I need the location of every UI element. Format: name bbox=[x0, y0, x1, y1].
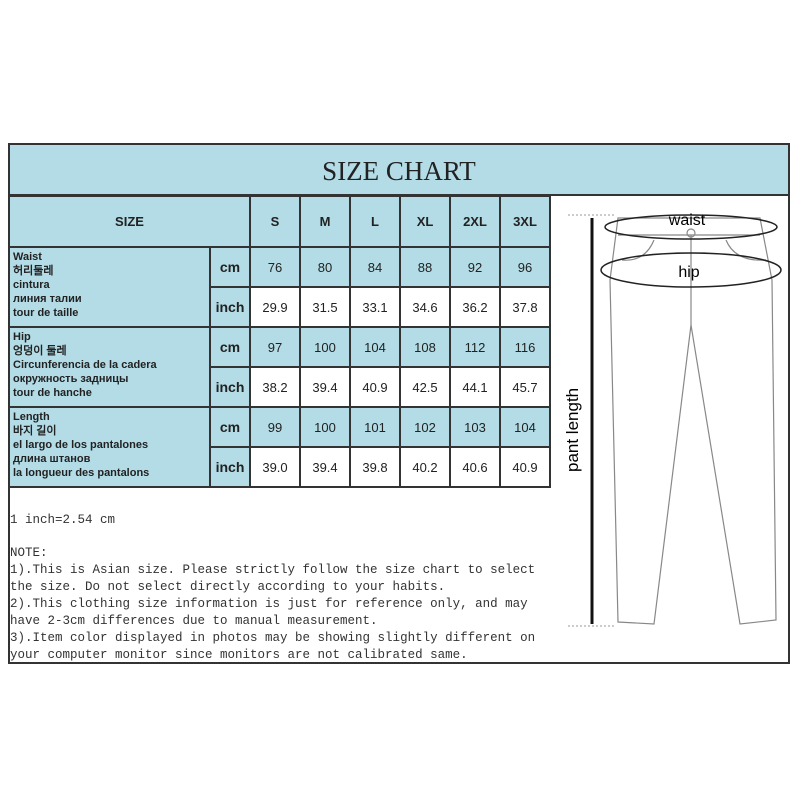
waist-measure-loop bbox=[604, 214, 778, 240]
label-line: линия талии bbox=[13, 293, 82, 305]
pants-diagram: waist hip pant length bbox=[563, 212, 782, 627]
pants-outline-icon bbox=[609, 217, 777, 625]
value-cell: 40.6 bbox=[449, 446, 501, 488]
label-line: tour de hanche bbox=[13, 387, 92, 399]
value-cell: 100 bbox=[299, 326, 351, 368]
table-row-inch: inch 39.0 39.4 39.8 40.2 40.6 40.9 bbox=[9, 446, 551, 488]
label-line: Circunferencia de la cadera bbox=[13, 359, 157, 371]
label-line: el largo de los pantalones bbox=[13, 439, 149, 451]
value-cell: 88 bbox=[399, 246, 451, 288]
value-cell: 29.9 bbox=[249, 286, 301, 328]
value-cell: 103 bbox=[449, 406, 501, 448]
unit-label: cm bbox=[209, 406, 251, 448]
value-cell: 39.8 bbox=[349, 446, 401, 488]
table-row-inch: inch 38.2 39.4 40.9 42.5 44.1 45.7 bbox=[9, 366, 551, 408]
label-line: Waist bbox=[13, 251, 42, 263]
table-row-cm: Waist 허리둘레 cintura линия талии tour de taill… bbox=[8, 246, 551, 328]
chart-title: SIZE CHART bbox=[8, 143, 790, 196]
value-cell: 40.9 bbox=[499, 446, 551, 488]
unit-label: cm bbox=[209, 326, 251, 368]
size-xl: XL bbox=[399, 195, 451, 248]
value-cell: 34.6 bbox=[399, 286, 451, 328]
value-cell: 96 bbox=[499, 246, 551, 288]
note-line: the size. Do not select directly accordi… bbox=[10, 580, 446, 594]
table-row-cm: Length 바지 길이 el largo de los pantalones дли… bbox=[8, 406, 551, 488]
value-cell: 80 bbox=[299, 246, 351, 288]
value-cell: 31.5 bbox=[299, 286, 351, 328]
value-cell: 92 bbox=[449, 246, 501, 288]
hip-measure-loop bbox=[600, 252, 782, 288]
label-line: длина штанов bbox=[13, 453, 91, 465]
note-line: 3).Item color displayed in photos may be… bbox=[10, 631, 536, 645]
value-cell: 100 bbox=[299, 406, 351, 448]
label-line: tour de taille bbox=[13, 307, 79, 319]
measurement-label: Waist 허리둘레 cintura линия талии tour de taill… bbox=[8, 246, 211, 328]
value-cell: 102 bbox=[399, 406, 451, 448]
label-line: 바지 길이 bbox=[13, 425, 57, 437]
value-cell: 104 bbox=[349, 326, 401, 368]
value-cell: 33.1 bbox=[349, 286, 401, 328]
note-line: 1).This is Asian size. Please strictly f… bbox=[10, 563, 536, 577]
label-line: окружность задницы bbox=[13, 373, 129, 385]
size-table: SIZE S M L XL 2XL 3XL Waist 허리둘레 cintura ли… bbox=[8, 195, 551, 488]
note-line: have 2-3cm differences due to manual mea… bbox=[10, 614, 378, 628]
value-cell: 39.4 bbox=[299, 366, 351, 408]
value-cell: 99 bbox=[249, 406, 301, 448]
note-line: 2).This clothing size information is jus… bbox=[10, 597, 528, 611]
unit-label: cm bbox=[209, 246, 251, 288]
size-header: SIZE bbox=[8, 195, 251, 248]
label-line: 엉덩이 둘레 bbox=[13, 345, 67, 357]
value-cell: 40.2 bbox=[399, 446, 451, 488]
value-cell: 76 bbox=[249, 246, 301, 288]
label-line: Hip bbox=[13, 331, 31, 343]
hip-label: hip bbox=[678, 264, 699, 281]
label-line: 허리둘레 bbox=[13, 265, 54, 277]
value-cell: 84 bbox=[349, 246, 401, 288]
value-cell: 97 bbox=[249, 326, 301, 368]
notes-heading: NOTE: bbox=[10, 546, 48, 560]
size-2xl: 2XL bbox=[449, 195, 501, 248]
value-cell: 108 bbox=[399, 326, 451, 368]
conversion-note: 1 inch=2.54 cm bbox=[10, 513, 116, 527]
length-label: pant length bbox=[563, 388, 582, 472]
label-line: cintura bbox=[13, 279, 50, 291]
table-row-inch: inch 29.9 31.5 33.1 34.6 36.2 37.8 bbox=[9, 286, 551, 328]
size-m: M bbox=[299, 195, 351, 248]
value-cell: 39.4 bbox=[299, 446, 351, 488]
value-cell: 101 bbox=[349, 406, 401, 448]
value-cell: 116 bbox=[499, 326, 551, 368]
value-cell: 112 bbox=[449, 326, 501, 368]
unit-label: inch bbox=[209, 366, 251, 408]
value-cell: 39.0 bbox=[249, 446, 301, 488]
value-cell: 37.8 bbox=[499, 286, 551, 328]
table-row-cm: Hip 엉덩이 둘레 Circunferencia de la cadera окру… bbox=[8, 326, 551, 408]
value-cell: 44.1 bbox=[449, 366, 501, 408]
unit-label: inch bbox=[209, 286, 251, 328]
waist-label: waist bbox=[668, 212, 706, 229]
value-cell: 45.7 bbox=[499, 366, 551, 408]
label-line: la longueur des pantalons bbox=[13, 467, 150, 479]
label-line: Length bbox=[13, 411, 50, 423]
value-cell: 38.2 bbox=[249, 366, 301, 408]
value-cell: 42.5 bbox=[399, 366, 451, 408]
size-3xl: 3XL bbox=[499, 195, 551, 248]
measurement-label: Hip 엉덩이 둘레 Circunferencia de la cadera окру… bbox=[8, 326, 211, 408]
value-cell: 104 bbox=[499, 406, 551, 448]
size-s: S bbox=[249, 195, 301, 248]
value-cell: 36.2 bbox=[449, 286, 501, 328]
measurement-label: Length 바지 길이 el largo de los pantalones дли… bbox=[8, 406, 211, 488]
size-l: L bbox=[349, 195, 401, 248]
unit-label: inch bbox=[209, 446, 251, 488]
value-cell: 40.9 bbox=[349, 366, 401, 408]
note-line: your computer monitor since monitors are… bbox=[10, 648, 468, 662]
